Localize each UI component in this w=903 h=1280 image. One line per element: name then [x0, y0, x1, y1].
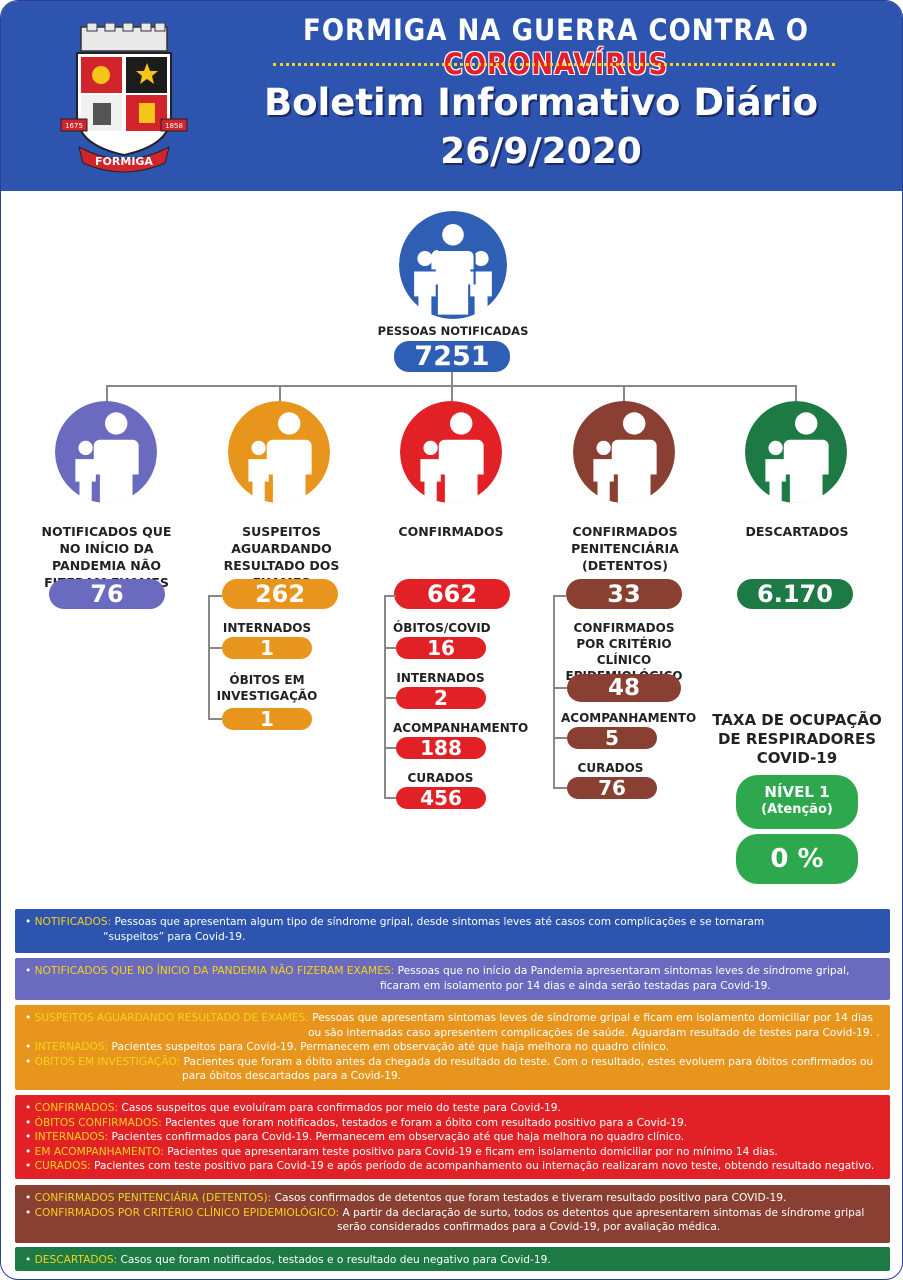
- tree-connector: [553, 787, 567, 789]
- legend-suspeitos: • SUSPEITOS AGUARDANDO RESULTADO DE EXAM…: [15, 1005, 890, 1090]
- parent-child-icon: [573, 401, 675, 503]
- tree-connector: [451, 372, 453, 386]
- tree-connector: [553, 737, 567, 739]
- tree-connector: [106, 385, 108, 407]
- tree-connector: [208, 595, 210, 719]
- suspeitos-item-label: ÓBITOS EM INVESTIGAÇÃO: [216, 673, 318, 703]
- respirators-level-box: NÍVEL 1 (Atenção): [736, 775, 858, 829]
- category-value: 6.170: [737, 579, 853, 609]
- tree-connector: [553, 595, 567, 597]
- penitenciaria-item-value: 76: [567, 777, 657, 799]
- tree-connector: [384, 697, 396, 699]
- category-label: DESCARTADOS: [745, 524, 849, 539]
- respirators-title: TAXA DE OCUPAÇÃO DE RESPIRADORES COVID-1…: [712, 711, 882, 767]
- tree-connector: [208, 647, 222, 649]
- bulletin-date: 26/9/2020: [440, 131, 642, 172]
- legend-notificados: • NOTIFICADOS: Pessoas que apresentam al…: [15, 909, 890, 953]
- city-crest-icon: 1675 1858 FORMIGA: [60, 23, 188, 173]
- penitenciaria-item-label: CURADOS: [577, 761, 644, 775]
- category-value: 76: [49, 579, 165, 609]
- header: 1675 1858 FORMIGA FORMIGA NA GUERRA CONT…: [1, 1, 902, 191]
- confirmados-item-label: ACOMPANHAMENTO: [393, 721, 529, 735]
- svg-text:1675: 1675: [65, 122, 83, 130]
- tree-connector: [208, 718, 222, 720]
- parent-child-icon: [228, 401, 330, 503]
- confirmados-item-value: 2: [396, 687, 486, 709]
- people-group-icon: [399, 211, 507, 319]
- legend-descartados: • DESCARTADOS: Casos que foram notificad…: [15, 1247, 890, 1271]
- parent-child-icon: [400, 401, 502, 503]
- tree-connector: [553, 595, 555, 788]
- category-value: 262: [222, 579, 338, 609]
- penitenciaria-item-label: ACOMPANHAMENTO: [561, 711, 697, 725]
- suspeitos-item-label: INTERNADOS: [222, 621, 312, 635]
- category-label: SUSPEITOS AGUARDANDO RESULTADO DOS EXAME…: [223, 524, 340, 590]
- page-title: Boletim Informativo Diário: [263, 81, 819, 124]
- confirmados-item-value: 456: [396, 787, 486, 809]
- tree-connector: [208, 595, 222, 597]
- penitenciaria-item-value: 48: [567, 674, 681, 702]
- confirmados-item-label: ÓBITOS/COVID: [393, 621, 491, 635]
- svg-text:1858: 1858: [165, 122, 183, 130]
- suspeitos-item-value: 1: [222, 708, 312, 730]
- tree-connector: [384, 595, 386, 798]
- confirmados-item-value: 188: [396, 737, 486, 759]
- tree-connector: [451, 385, 453, 407]
- respirators-value: 0 %: [736, 834, 858, 884]
- category-value: 33: [566, 579, 682, 609]
- legend-confirmados: • CONFIRMADOS: Casos suspeitos que evolu…: [15, 1095, 890, 1179]
- category-label: NOTIFICADOS QUE NO INÍCIO DA PANDEMIA NÃ…: [41, 524, 172, 590]
- penitenciaria-item-value: 5: [567, 727, 657, 749]
- dotted-divider: [273, 63, 835, 66]
- legend-penitenciaria: • CONFIRMADOS PENITENCIÁRIA (DETENTOS): …: [15, 1185, 890, 1243]
- notified-label: PESSOAS NOTIFICADAS: [377, 324, 529, 338]
- confirmados-item-value: 16: [396, 637, 486, 659]
- confirmados-item-label: INTERNADOS: [396, 671, 485, 685]
- category-label: CONFIRMADOS PENITENCIÁRIA (DETENTOS): [571, 524, 679, 573]
- svg-text:FORMIGA: FORMIGA: [95, 155, 153, 168]
- tree-connector: [623, 385, 625, 407]
- campaign-title: FORMIGA NA GUERRA CONTRA O CORONAVÍRUS: [303, 13, 809, 81]
- category-value: 662: [394, 579, 510, 609]
- tree-connector: [384, 595, 396, 597]
- category-label: CONFIRMADOS: [398, 524, 504, 539]
- tree-connector: [384, 647, 396, 649]
- tree-connector: [553, 687, 567, 689]
- tree-connector: [384, 747, 396, 749]
- respirators-level: NÍVEL 1: [764, 783, 830, 801]
- respirators-level-note: (Atenção): [761, 802, 833, 817]
- parent-child-icon: [745, 401, 847, 503]
- parent-child-icon: [55, 401, 157, 503]
- confirmados-item-label: CURADOS: [407, 771, 474, 785]
- tree-connector: [384, 797, 396, 799]
- suspeitos-item-value: 1: [222, 637, 312, 659]
- tree-connector: [795, 385, 797, 407]
- notified-value: 7251: [394, 341, 510, 372]
- legend-nao-fizeram: • NOTIFICADOS QUE NO ÍNICIO DA PANDEMIA …: [15, 958, 890, 1000]
- tree-connector: [279, 385, 281, 407]
